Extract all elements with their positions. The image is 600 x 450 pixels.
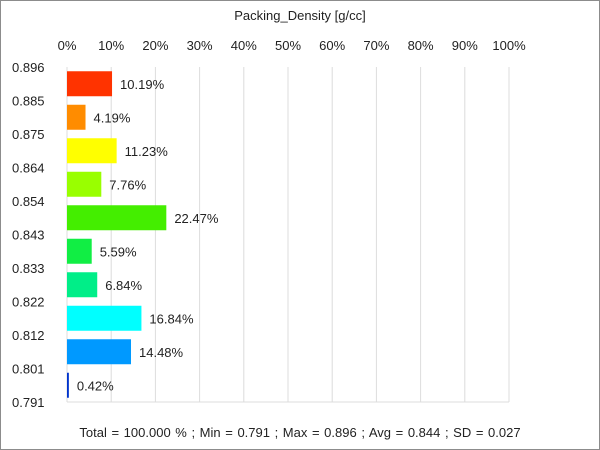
y-tick-label: 0.843 [12, 228, 45, 243]
y-tick-label: 0.854 [12, 194, 45, 209]
bars [67, 71, 167, 398]
bar-value-label: 14.48% [139, 345, 184, 360]
x-tick-label: 60% [319, 38, 345, 53]
x-tick-label: 80% [408, 38, 434, 53]
bar-value-label: 22.47% [174, 211, 219, 226]
y-tick-label: 0.791 [12, 395, 45, 410]
y-tick-label: 0.812 [12, 328, 45, 343]
grid-lines [66, 67, 510, 403]
bar-value-label: 10.19% [120, 77, 165, 92]
bar [67, 372, 69, 398]
bar-value-label: 7.76% [109, 177, 146, 192]
chart-title: Packing_Density [g/cc] [234, 8, 366, 23]
bar [67, 104, 86, 130]
y-tick-label: 0.822 [12, 295, 45, 310]
bar [67, 305, 142, 331]
bar [67, 272, 98, 298]
bar-value-label: 16.84% [149, 311, 194, 326]
x-tick-label: 90% [452, 38, 478, 53]
y-tick-label: 0.896 [12, 60, 45, 75]
bar [67, 339, 132, 365]
x-axis-ticks: 0% 10% 20% 30% 40% 50% 60% 70% 80% 90% 100% [58, 38, 526, 53]
bar [67, 205, 167, 231]
bar-value-label: 0.42% [77, 378, 114, 393]
y-tick-label: 0.885 [12, 94, 45, 109]
bar-labels: 10.19% 4.19% 11.23% 7.76% 22.47% 5.59% 6.84% 16… [77, 77, 219, 394]
bar [67, 171, 102, 197]
y-tick-label: 0.875 [12, 127, 45, 142]
x-tick-label: 10% [98, 38, 124, 53]
bar-value-label: 11.23% [125, 144, 169, 159]
x-tick-label: 20% [142, 38, 168, 53]
x-tick-label: 0% [58, 38, 77, 53]
x-tick-label: 30% [187, 38, 213, 53]
bar [67, 138, 117, 164]
x-tick-label: 100% [492, 38, 526, 53]
x-tick-label: 70% [363, 38, 389, 53]
bar [67, 238, 92, 264]
y-axis-ticks: 0.896 0.885 0.875 0.864 0.854 0.843 0.833 0.822… [12, 60, 45, 410]
x-tick-label: 50% [275, 38, 301, 53]
y-tick-label: 0.864 [12, 161, 45, 176]
bar-value-label: 4.19% [94, 110, 131, 125]
y-tick-label: 0.801 [12, 362, 45, 377]
stats-summary: Total = 100.000 % ; Min = 0.791 ; Max = … [79, 425, 521, 440]
bar [67, 71, 113, 97]
bar-value-label: 5.59% [100, 244, 137, 259]
x-tick-label: 40% [231, 38, 257, 53]
y-tick-label: 0.833 [12, 261, 45, 276]
bar-value-label: 6.84% [105, 278, 142, 293]
